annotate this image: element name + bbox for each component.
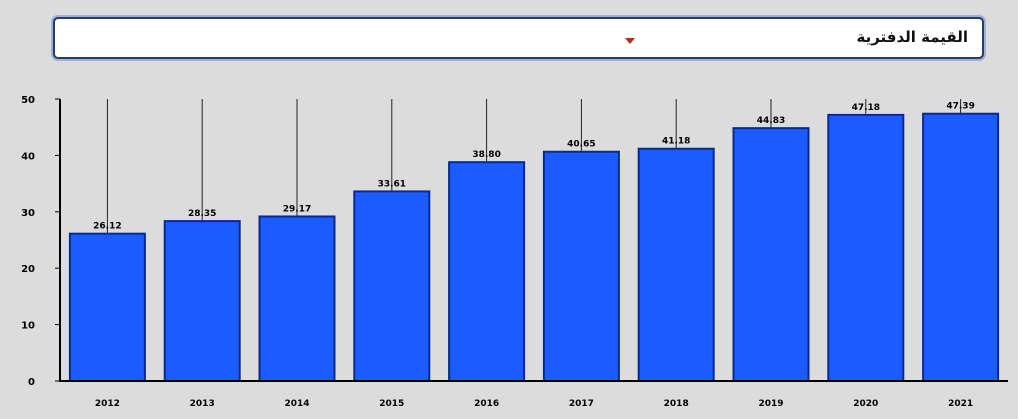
chevron-down-icon[interactable] [625, 38, 635, 44]
bar-value-label: 41.18 [662, 137, 690, 147]
bar-2016 [448, 161, 526, 382]
x-tick-label: 2015 [379, 399, 404, 409]
bar-2013 [163, 220, 241, 382]
x-tick-label: 2021 [948, 399, 973, 409]
bar-2014 [258, 215, 336, 382]
metric-dropdown[interactable]: القيمة الدفترية [53, 17, 984, 59]
bar-value-label: 40.65 [567, 140, 595, 150]
x-tick-label: 2012 [95, 399, 120, 409]
metric-dropdown-label: القيمة الدفترية [856, 28, 968, 46]
x-tick-label: 2020 [853, 399, 878, 409]
y-tick-label: 20 [21, 264, 35, 275]
y-tick-label: 10 [21, 321, 35, 332]
bar-2021 [922, 112, 1000, 383]
bar-2020 [827, 113, 905, 383]
x-tick-label: 2016 [474, 399, 499, 409]
x-tick-label: 2018 [664, 399, 689, 409]
bar-value-label: 33.61 [378, 179, 406, 189]
bar-value-label: 44.83 [757, 116, 785, 126]
y-tick-label: 40 [21, 151, 35, 162]
y-tick-label: 30 [21, 208, 35, 219]
x-tick-label: 2019 [758, 399, 783, 409]
bar-2017 [542, 150, 620, 383]
y-tick-label: 50 [21, 95, 35, 106]
bar-2012 [68, 232, 146, 382]
bar-value-label: 26.12 [93, 222, 121, 232]
y-tick-label: 0 [28, 377, 35, 388]
x-tick-label: 2014 [284, 399, 309, 409]
bar-value-label: 38.80 [472, 150, 500, 160]
bar-2019 [732, 127, 810, 382]
bar-value-label: 47.18 [852, 103, 880, 113]
bar-value-label: 29.17 [283, 204, 311, 214]
bar-chart-area: 0 10 20 30 40 50 26.12 2012 28.35 2013 29.17 2014 33… [0, 85, 1018, 419]
x-tick-label: 2017 [569, 399, 594, 409]
bar-chart: 0 10 20 30 40 50 26.12 2012 28.35 2013 29.17 2014 33… [21, 95, 1008, 409]
bar-value-label: 47.39 [946, 102, 974, 112]
x-tick-label: 2013 [190, 399, 215, 409]
bar-2015 [353, 190, 431, 382]
bar-2018 [637, 147, 715, 383]
bar-value-label: 28.35 [188, 209, 216, 219]
